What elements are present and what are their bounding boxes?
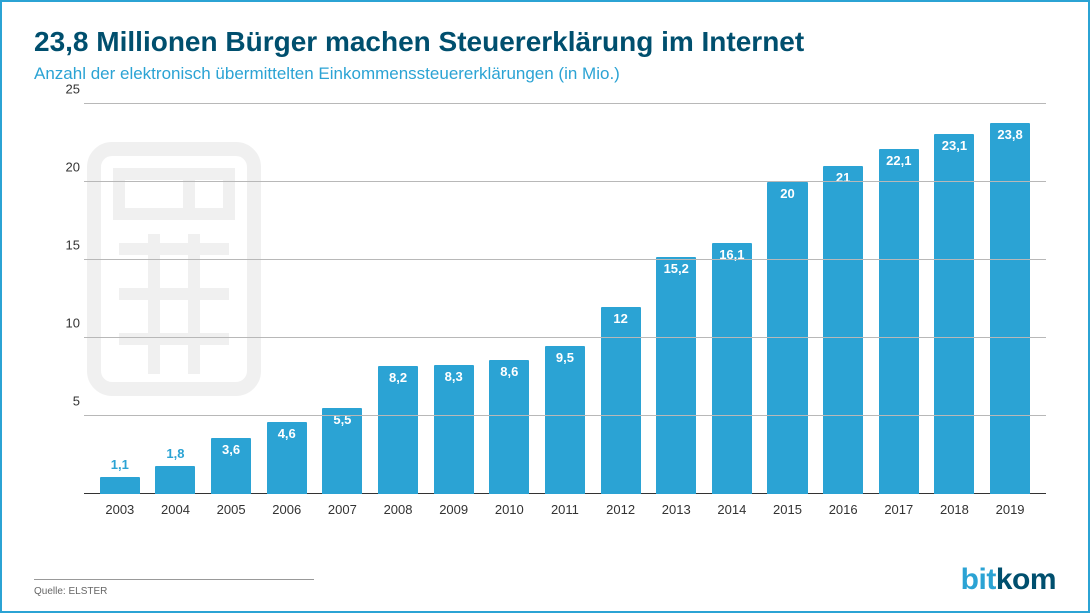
x-tick-label: 2010 [481, 496, 537, 524]
x-tick-label: 2006 [259, 496, 315, 524]
bar: 23,8 [990, 123, 1030, 494]
bar-column: 1,8 [148, 104, 204, 494]
bar-value-label: 15,2 [664, 261, 689, 276]
gridline [84, 259, 1046, 260]
bar-column: 8,3 [426, 104, 482, 494]
y-tick-label: 15 [56, 238, 80, 253]
chart-title: 23,8 Millionen Bürger machen Steuererklä… [34, 26, 1056, 58]
bar-column: 20 [760, 104, 816, 494]
bar-value-label: 1,8 [166, 446, 184, 461]
bar: 16,1 [712, 243, 752, 494]
gridline [84, 337, 1046, 338]
logo-part-2: kom [996, 563, 1056, 596]
bar-value-label: 23,8 [997, 127, 1022, 142]
bar-column: 16,1 [704, 104, 760, 494]
bar: 8,6 [489, 360, 529, 494]
bar-column: 4,6 [259, 104, 315, 494]
chart-area: 1,1 1,8 3,6 4,6 5,5 8,2 8,3 8,6 9,5 12 15,2 16,1 20 2… [54, 104, 1046, 524]
bar-column: 5,5 [315, 104, 371, 494]
bar-column: 23,1 [927, 104, 983, 494]
chart-footer: Quelle: ELSTER bitkom [34, 563, 1056, 597]
bar-column: 3,6 [203, 104, 259, 494]
x-tick-label: 2005 [203, 496, 259, 524]
x-tick-label: 2015 [760, 496, 816, 524]
x-tick-label: 2014 [704, 496, 760, 524]
bar: 21 [823, 166, 863, 494]
bar-column: 15,2 [648, 104, 704, 494]
bar: 23,1 [934, 134, 974, 494]
x-tick-label: 2011 [537, 496, 593, 524]
x-tick-label: 2008 [370, 496, 426, 524]
bar-value-label: 3,6 [222, 442, 240, 457]
bar-column: 1,1 [92, 104, 148, 494]
y-tick-label: 25 [56, 82, 80, 97]
logo-part-1: bit [961, 563, 996, 596]
x-tick-label: 2007 [315, 496, 371, 524]
bar-column: 12 [593, 104, 649, 494]
source-text: Quelle: ELSTER [34, 579, 314, 597]
bitkom-logo: bitkom [961, 563, 1056, 597]
bar-value-label: 8,3 [445, 369, 463, 384]
bar-column: 23,8 [982, 104, 1038, 494]
bar-column: 8,2 [370, 104, 426, 494]
bar-column: 9,5 [537, 104, 593, 494]
x-tick-label: 2003 [92, 496, 148, 524]
bar-value-label: 8,2 [389, 370, 407, 385]
bar: 5,5 [322, 408, 362, 494]
bar: 15,2 [656, 257, 696, 494]
chart-frame: 23,8 Millionen Bürger machen Steuererklä… [0, 0, 1090, 613]
bar-column: 8,6 [481, 104, 537, 494]
x-axis-labels: 2003200420052006200720082009201020112012… [84, 496, 1046, 524]
bar-value-label: 4,6 [278, 426, 296, 441]
bar: 12 [601, 307, 641, 494]
bar-value-label: 12 [613, 311, 627, 326]
x-tick-label: 2013 [648, 496, 704, 524]
bar: 9,5 [545, 346, 585, 494]
bar: 22,1 [879, 149, 919, 494]
x-tick-label: 2017 [871, 496, 927, 524]
bar-value-label: 1,1 [111, 457, 129, 472]
x-tick-label: 2019 [982, 496, 1038, 524]
chart-subtitle: Anzahl der elektronisch übermittelten Ei… [34, 64, 1056, 84]
plot-area: 1,1 1,8 3,6 4,6 5,5 8,2 8,3 8,6 9,5 12 15,2 16,1 20 2… [84, 104, 1046, 494]
gridline [84, 103, 1046, 104]
bar-column: 21 [815, 104, 871, 494]
bar-value-label: 23,1 [942, 138, 967, 153]
bar: 8,2 [378, 366, 418, 494]
y-tick-label: 5 [56, 394, 80, 409]
bar-value-label: 21 [836, 170, 850, 185]
y-tick-label: 20 [56, 160, 80, 175]
gridline [84, 181, 1046, 182]
bar: 20 [767, 182, 807, 494]
bar: 1,8 [155, 466, 195, 494]
gridline [84, 415, 1046, 416]
bar: 4,6 [267, 422, 307, 494]
bars-container: 1,1 1,8 3,6 4,6 5,5 8,2 8,3 8,6 9,5 12 15,2 16,1 20 2… [84, 104, 1046, 494]
bar-column: 22,1 [871, 104, 927, 494]
x-tick-label: 2009 [426, 496, 482, 524]
bar-value-label: 8,6 [500, 364, 518, 379]
bar-value-label: 9,5 [556, 350, 574, 365]
x-tick-label: 2004 [148, 496, 204, 524]
bar-value-label: 22,1 [886, 153, 911, 168]
x-tick-label: 2018 [927, 496, 983, 524]
bar: 3,6 [211, 438, 251, 494]
bar: 8,3 [434, 365, 474, 494]
bar-value-label: 20 [780, 186, 794, 201]
y-tick-label: 10 [56, 316, 80, 331]
x-tick-label: 2016 [815, 496, 871, 524]
x-tick-label: 2012 [593, 496, 649, 524]
bar: 1,1 [100, 477, 140, 494]
